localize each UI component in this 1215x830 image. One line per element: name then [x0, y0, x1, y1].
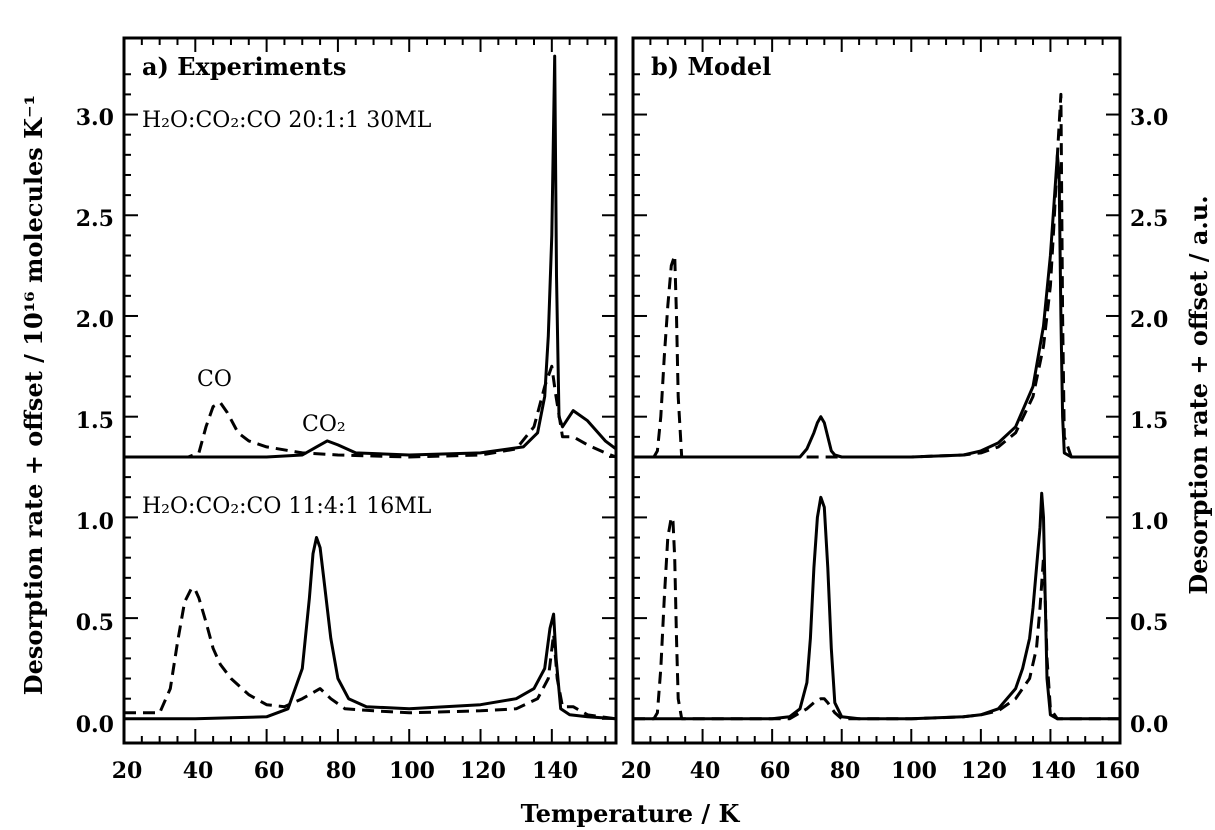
y-tick-label-right: 1.5	[1130, 408, 1168, 434]
y-axis-title-left: Desorption rate + offset / 10¹⁶ molecule…	[19, 95, 48, 695]
y-tick-label-right: 1.0	[1130, 509, 1168, 535]
panel-a-solid-curve-2	[124, 536, 617, 721]
x-tick-label-b: 140	[1030, 758, 1076, 784]
panel-a-sample-label-bottom: H₂O:CO₂:CO 11:4:1 16ML	[142, 494, 432, 519]
x-tick-label-a: 140	[532, 758, 578, 784]
y-tick-label-right: 0.5	[1130, 610, 1168, 636]
x-tick-label-b: 60	[760, 758, 791, 784]
y-tick-label-left: 2.0	[76, 307, 114, 333]
panel-b-curves	[633, 92, 1120, 721]
x-tick-label-b: 80	[830, 758, 861, 784]
y-tick-label-right: 3.0	[1130, 105, 1168, 131]
y-tick-label-left: 1.0	[76, 509, 114, 535]
y-tick-label-right: 0.0	[1130, 712, 1168, 738]
y-tick-label-left: 0.0	[76, 712, 114, 738]
panel-a-sample-label-top: H₂O:CO₂:CO 20:1:1 30ML	[142, 108, 432, 133]
x-tick-label-a: 60	[254, 758, 285, 784]
x-tick-label-b: 40	[690, 758, 721, 784]
panel-b-dashed-curve-1	[633, 92, 1120, 459]
panel-a-solid-curve-0	[124, 54, 617, 459]
x-axis-title: Temperature / K	[521, 799, 741, 828]
y-tick-label-right: 2.0	[1130, 307, 1168, 333]
y-tick-label-left: 3.0	[76, 105, 114, 131]
x-tick-label-a: 120	[460, 758, 506, 784]
panel-a-dashed-curve-3	[124, 586, 617, 721]
y-tick-label-left: 2.5	[76, 206, 114, 232]
x-tick-label-a: 20	[112, 758, 143, 784]
x-tick-label-b: 160	[1094, 758, 1140, 784]
x-tick-label-a: 80	[326, 758, 357, 784]
y-axis-title-right: Desorption rate + offset / a.u.	[1184, 195, 1213, 594]
x-tick-label-a: 40	[183, 758, 214, 784]
y-tick-label-left: 0.5	[76, 610, 114, 636]
panel-a-dashed-curve-1	[124, 364, 617, 459]
x-tick-label-b: 120	[961, 758, 1007, 784]
panel-b-solid-curve-2	[633, 491, 1120, 721]
x-tick-label-b: 20	[621, 758, 652, 784]
panel-a-curves	[124, 54, 617, 721]
panel-b-ticks	[632, 38, 1121, 743]
panel-a-frame	[122, 36, 618, 745]
panel-a-title: a) Experiments	[142, 52, 346, 81]
panel-b-dashed-curve-3	[633, 515, 1120, 721]
x-tick-label-b: 100	[891, 758, 937, 784]
y-tick-label-left: 1.5	[76, 408, 114, 434]
co2-peak-annotation: CO₂	[302, 412, 346, 437]
x-tick-label-a: 100	[389, 758, 435, 784]
co-peak-annotation: CO	[197, 367, 232, 392]
y-tick-label-right: 2.5	[1130, 206, 1168, 232]
panel-b-title: b) Model	[651, 52, 771, 81]
